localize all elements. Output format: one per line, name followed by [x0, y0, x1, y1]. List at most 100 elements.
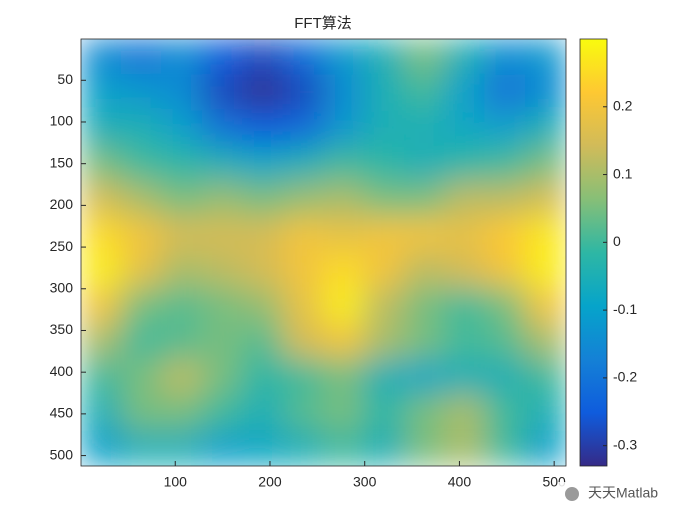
heat-cell: [525, 74, 566, 111]
heat-cell: [201, 429, 244, 466]
heat-cell: [282, 358, 324, 396]
heat-cell: [323, 180, 365, 218]
heat-cell: [363, 252, 405, 289]
heat-cell: [403, 429, 446, 466]
heat-cell: [444, 180, 486, 218]
heat-cell: [323, 109, 365, 147]
heat-cell: [525, 287, 566, 325]
heat-cell: [161, 216, 203, 253]
y-tick-label: 200: [50, 196, 74, 212]
y-tick-label: 500: [50, 446, 74, 462]
y-tick-label: 150: [50, 154, 74, 170]
heat-cell: [120, 145, 163, 182]
heat-cell: [242, 39, 284, 76]
watermark-icon: [565, 487, 579, 501]
heat-cell: [484, 429, 527, 466]
heat-cell: [444, 145, 486, 182]
heat-cell: [81, 394, 122, 431]
heat-cell: [201, 109, 244, 147]
y-tick-label: 250: [50, 238, 74, 254]
heat-cell: [444, 216, 486, 253]
heat-cell: [363, 358, 405, 396]
heat-cell: [323, 216, 365, 253]
colorbar-tick-label: 0: [613, 233, 621, 249]
heat-cell: [323, 323, 365, 360]
heat-cell: [201, 394, 244, 431]
heat-cell: [403, 39, 446, 76]
heat-cell: [81, 323, 122, 360]
heat-cell: [201, 252, 244, 289]
heat-cell: [363, 394, 405, 431]
plot-frame: [80, 38, 567, 467]
chart-title: FFT算法: [294, 14, 352, 32]
heat-cell: [403, 323, 446, 360]
heat-cell: [484, 180, 527, 218]
heat-cell: [403, 394, 446, 431]
heat-cell: [282, 180, 324, 218]
heat-cell: [484, 74, 527, 111]
heat-cell: [403, 109, 446, 147]
heat-cell: [161, 358, 203, 396]
x-tick-label: 200: [258, 474, 282, 490]
heat-cell: [363, 145, 405, 182]
heat-cell: [242, 323, 284, 360]
heat-cell: [120, 394, 163, 431]
heat-cell: [403, 180, 446, 218]
heat-cell: [120, 252, 163, 289]
heat-cell: [161, 394, 203, 431]
heat-cell: [161, 180, 203, 218]
x-tick-label: 300: [353, 474, 377, 490]
heat-cell: [81, 216, 122, 253]
heat-cell: [525, 252, 566, 289]
heat-cell: [403, 216, 446, 253]
y-tick-label: 400: [50, 363, 74, 379]
heat-cell: [201, 323, 244, 360]
heat-cell: [282, 394, 324, 431]
heat-cell: [525, 358, 566, 396]
heat-cell: [201, 180, 244, 218]
heat-cell: [161, 323, 203, 360]
heat-cell: [161, 287, 203, 325]
heat-cell: [363, 287, 405, 325]
heat-cell: [282, 287, 324, 325]
heat-cell: [444, 429, 486, 466]
heat-cell: [282, 74, 324, 111]
heat-cell: [282, 252, 324, 289]
heat-cell: [120, 216, 163, 253]
colorbar-tick-label: -0.1: [613, 301, 637, 317]
heat-cell: [201, 74, 244, 111]
heat-cell: [525, 216, 566, 253]
heat-cell: [81, 287, 122, 325]
heat-cell: [120, 287, 163, 325]
heat-cell: [403, 252, 446, 289]
heat-cell: [161, 145, 203, 182]
heatmap: [81, 39, 566, 466]
heat-cell: [81, 358, 122, 396]
watermark: 天天Matlab: [588, 485, 658, 501]
heat-cell: [323, 39, 365, 76]
colorbar-tick-label: 0.1: [613, 165, 633, 181]
heat-cell: [363, 109, 405, 147]
heat-cell: [363, 74, 405, 111]
heat-cell: [120, 39, 163, 76]
heat-cell: [161, 39, 203, 76]
y-tick-label: 50: [57, 71, 73, 87]
y-tick-label: 450: [50, 405, 74, 421]
heat-cell: [484, 145, 527, 182]
heat-cell: [403, 145, 446, 182]
heat-cell: [81, 74, 122, 111]
heat-cell: [525, 429, 566, 466]
heat-cell: [525, 394, 566, 431]
y-tick-label: 300: [50, 279, 74, 295]
heat-cell: [201, 358, 244, 396]
y-tick-label: 350: [50, 321, 74, 337]
heat-cell: [403, 74, 446, 111]
colorbar-tick-label: 0.2: [613, 97, 633, 113]
heat-cell: [403, 358, 446, 396]
heat-cell: [484, 216, 527, 253]
heat-cell: [282, 216, 324, 253]
heat-cell: [363, 323, 405, 360]
heat-cell: [323, 429, 365, 466]
heat-cell: [484, 39, 527, 76]
